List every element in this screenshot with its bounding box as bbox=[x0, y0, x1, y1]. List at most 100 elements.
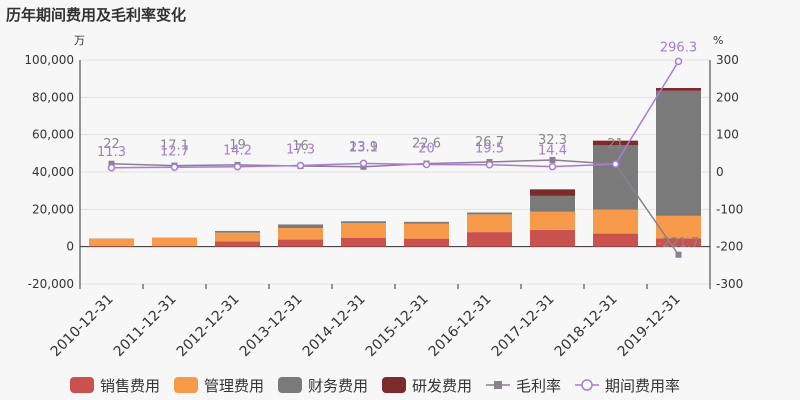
bar-管理费用 bbox=[530, 211, 575, 230]
bar-管理费用 bbox=[467, 214, 512, 233]
data-label-毛利率: -221.7 bbox=[658, 236, 700, 251]
data-label-毛利率: 13.9 bbox=[349, 140, 378, 155]
bar-财务费用 bbox=[404, 221, 449, 224]
bar-财务费用 bbox=[278, 224, 323, 228]
x-tick-label: 2016-12-31 bbox=[426, 291, 495, 360]
bar-销售费用 bbox=[404, 238, 449, 247]
left-tick-label: -20,000 bbox=[28, 277, 74, 291]
marker-期间费用率 bbox=[422, 160, 431, 169]
bar-财务费用 bbox=[467, 212, 512, 215]
data-label-期间费用率: 19.5 bbox=[475, 142, 504, 157]
data-label-毛利率: 22.6 bbox=[412, 137, 441, 152]
right-axis-unit: % bbox=[713, 34, 723, 47]
line-期间费用率 bbox=[111, 60, 680, 169]
left-tick-label: 80,000 bbox=[32, 90, 74, 104]
x-tick-label: 2013-12-31 bbox=[237, 291, 306, 360]
left-tick-label: 60,000 bbox=[32, 128, 74, 142]
bar-销售费用 bbox=[341, 237, 386, 247]
legend-label-毛利率: 毛利率 bbox=[516, 377, 561, 395]
bar-管理费用 bbox=[656, 215, 701, 239]
marker-期间费用率 bbox=[359, 159, 368, 168]
bar-销售费用 bbox=[656, 238, 701, 247]
data-label-毛利率: 26.7 bbox=[475, 135, 504, 150]
bar-财务费用 bbox=[593, 145, 638, 210]
left-tick-label: 0 bbox=[66, 240, 74, 254]
bar-研发费用 bbox=[593, 140, 638, 146]
left-axis-unit: 万 bbox=[74, 34, 85, 47]
x-tick-label: 2014-12-31 bbox=[300, 291, 369, 360]
bar-财务费用 bbox=[341, 221, 386, 223]
legend-swatch-管理费用 bbox=[174, 377, 198, 393]
line-毛利率 bbox=[111, 159, 680, 256]
data-label-期间费用率: 20 bbox=[418, 142, 435, 157]
chart-title: 历年期间费用及毛利率变化 bbox=[6, 6, 186, 24]
legend-swatch-研发费用 bbox=[382, 377, 406, 393]
bar-管理费用 bbox=[278, 228, 323, 240]
data-labels: 22 17.1 19 16 13.9 22.6 26.7 32.3 21 -221.7 11.3 12… bbox=[97, 40, 699, 250]
data-label-毛利率: 21 bbox=[607, 137, 624, 152]
x-tick-label: 2015-12-31 bbox=[363, 291, 432, 360]
bar-研发费用 bbox=[530, 189, 575, 196]
bar-管理费用 bbox=[215, 232, 260, 242]
legend: 销售费用 管理费用 财务费用 研发费用 毛利率 期间费用率 bbox=[70, 377, 680, 395]
legend-label-管理费用: 管理费用 bbox=[204, 377, 264, 395]
bar-销售费用 bbox=[215, 241, 260, 247]
left-tick-label: 20,000 bbox=[32, 202, 74, 216]
bars bbox=[89, 88, 701, 247]
x-tick-label: 2019-12-31 bbox=[615, 291, 684, 360]
data-label-毛利率: 32.3 bbox=[538, 133, 567, 148]
right-tick-label: -200 bbox=[716, 240, 743, 254]
legend-label-研发费用: 研发费用 bbox=[412, 377, 472, 395]
x-tick-label: 2010-12-31 bbox=[48, 291, 117, 360]
legend-label-期间费用率: 期间费用率 bbox=[605, 377, 680, 395]
data-label-期间费用率: 23.1 bbox=[349, 140, 378, 155]
x-tick-label: 2011-12-31 bbox=[111, 291, 180, 360]
data-label-毛利率: 19 bbox=[229, 138, 246, 153]
legend-swatch-财务费用 bbox=[278, 377, 302, 393]
legend-label-财务费用: 财务费用 bbox=[308, 377, 368, 395]
legend-marker-毛利率 bbox=[494, 381, 502, 389]
data-label-期间费用率: 296.3 bbox=[660, 40, 697, 55]
bar-财务费用 bbox=[215, 230, 260, 233]
marker-期间费用率 bbox=[485, 160, 494, 169]
right-tick-label: 200 bbox=[716, 90, 739, 104]
bar-销售费用 bbox=[152, 246, 197, 247]
bar-销售费用 bbox=[530, 229, 575, 247]
bar-研发费用 bbox=[656, 88, 701, 91]
bar-管理费用 bbox=[152, 237, 197, 247]
legend-label-销售费用: 销售费用 bbox=[100, 377, 160, 395]
x-tick-label: 2017-12-31 bbox=[489, 291, 558, 360]
marker-期间费用率 bbox=[296, 161, 305, 170]
right-tick-label: 0 bbox=[716, 165, 724, 179]
marker-期间费用率 bbox=[170, 163, 179, 172]
right-tick-label: -300 bbox=[716, 277, 743, 291]
bar-财务费用 bbox=[656, 90, 701, 216]
data-label-期间费用率: 14.4 bbox=[538, 144, 567, 159]
data-label-期间费用率: 12.7 bbox=[160, 144, 189, 159]
marker-期间费用率 bbox=[548, 162, 557, 171]
legend-swatch-销售费用 bbox=[70, 377, 94, 393]
x-tick-label: 2018-12-31 bbox=[552, 291, 621, 360]
marker-期间费用率 bbox=[611, 160, 620, 168]
marker-期间费用率 bbox=[233, 162, 242, 171]
left-tick-label: 40,000 bbox=[32, 165, 74, 179]
bar-销售费用 bbox=[89, 246, 134, 247]
bar-管理费用 bbox=[404, 223, 449, 239]
marker-毛利率 bbox=[549, 156, 556, 163]
x-tick-label: 2012-12-31 bbox=[174, 291, 243, 360]
marker-期间费用率 bbox=[107, 164, 116, 172]
right-tick-label: 300 bbox=[716, 53, 739, 67]
bar-财务费用 bbox=[530, 195, 575, 212]
bar-管理费用 bbox=[593, 209, 638, 234]
data-label-期间费用率: 17.3 bbox=[286, 143, 315, 158]
marker-期间费用率 bbox=[674, 57, 683, 66]
bar-管理费用 bbox=[341, 222, 386, 238]
bar-销售费用 bbox=[278, 239, 323, 247]
data-label-毛利率: 22 bbox=[103, 137, 120, 152]
left-tick-label: 100,000 bbox=[24, 53, 74, 67]
bar-管理费用 bbox=[89, 238, 134, 247]
bar-销售费用 bbox=[593, 233, 638, 247]
legend-marker-期间费用率 bbox=[581, 379, 593, 391]
data-label-期间费用率: 14.2 bbox=[223, 144, 252, 159]
